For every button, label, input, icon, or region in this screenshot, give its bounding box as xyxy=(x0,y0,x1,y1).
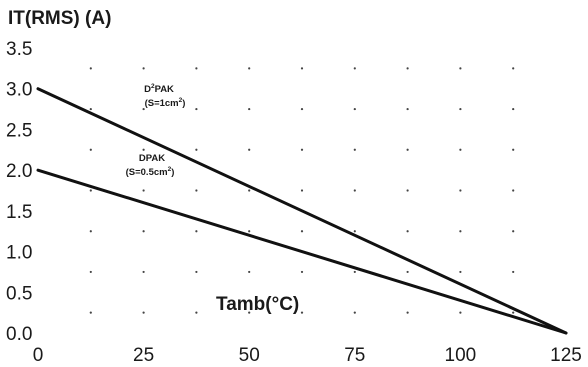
grid-dot xyxy=(300,270,304,274)
grid-dot xyxy=(89,67,92,70)
grid-dot xyxy=(459,270,462,274)
grid-dot xyxy=(89,270,92,274)
grid-dot xyxy=(89,189,92,192)
grid-dot xyxy=(459,148,462,151)
grid-dot xyxy=(353,270,356,274)
grid-dot xyxy=(142,189,145,192)
grid-dot xyxy=(142,67,145,70)
y-tick-labels: 0.0 0.5 1.0 1.5 2.0 2.5 3.0 3.5 xyxy=(6,39,32,345)
grid-dot xyxy=(459,311,462,314)
grid-dot xyxy=(142,230,145,233)
x-tick-label: 100 xyxy=(445,345,477,366)
grid-dot xyxy=(195,270,198,274)
grid-dot xyxy=(459,67,462,70)
y-tick-label: 1.5 xyxy=(6,202,32,223)
grid-dot xyxy=(406,67,409,70)
grid-dot xyxy=(248,270,251,274)
grid-dot xyxy=(248,67,251,70)
series-lines xyxy=(36,87,568,335)
x-tick-label: 75 xyxy=(344,345,365,366)
grid-dot xyxy=(353,67,356,70)
grid-dot xyxy=(300,311,304,314)
grid-dot xyxy=(512,148,515,151)
series-line-dpak xyxy=(36,168,568,335)
x-tick-label: 0 xyxy=(33,345,44,366)
grid-dot xyxy=(142,148,145,151)
y-tick-label: 0.0 xyxy=(6,324,32,345)
grid-dot xyxy=(195,230,198,233)
y-tick-label: 0.5 xyxy=(6,283,32,304)
x-tick-label: 25 xyxy=(133,345,154,366)
grid-dot xyxy=(459,107,462,111)
grid-dot xyxy=(195,189,198,192)
y-tick-label: 1.0 xyxy=(6,243,32,264)
grid-dot xyxy=(195,311,198,314)
grid-dot xyxy=(353,311,356,314)
grid-dot xyxy=(406,148,409,151)
grid-dot xyxy=(353,230,356,233)
grid-dot xyxy=(248,311,251,314)
grid-dot xyxy=(300,107,304,111)
grid-dot xyxy=(512,189,515,192)
grid-dot xyxy=(248,189,251,192)
series-line-d2pak xyxy=(36,87,568,335)
grid-dot xyxy=(512,107,515,111)
grid-dot xyxy=(300,230,304,233)
grid-dot xyxy=(406,107,409,111)
grid-dot xyxy=(300,189,304,192)
grid-dot xyxy=(406,189,409,192)
grid-dot xyxy=(89,148,92,151)
grid-dot xyxy=(353,107,356,111)
x-axis-label: Tamb(°C) xyxy=(216,294,299,315)
grid-dot xyxy=(512,311,515,314)
grid-dot xyxy=(353,189,356,192)
y-tick-label: 2.5 xyxy=(6,120,32,141)
grid-dot xyxy=(142,270,145,274)
grid-dot xyxy=(142,107,145,111)
grid-dot xyxy=(89,230,92,233)
grid-dot xyxy=(300,67,304,70)
grid-dot xyxy=(248,107,251,111)
grid-dots xyxy=(89,67,515,314)
grid-dot xyxy=(89,107,92,111)
y-tick-label: 3.0 xyxy=(6,80,32,101)
y-axis-label: IT(RMS) (A) xyxy=(8,8,111,29)
grid-dot xyxy=(248,148,251,151)
y-tick-label: 2.0 xyxy=(6,161,32,182)
grid-dot xyxy=(512,230,515,233)
grid-dot xyxy=(406,270,409,274)
grid-dot xyxy=(353,148,356,151)
x-tick-labels: 0 25 50 75 100 125 xyxy=(33,345,582,366)
grid-dot xyxy=(512,270,515,274)
grid-dot xyxy=(300,148,304,151)
series-label-d2pak-area: (S=1cm2) xyxy=(145,97,186,109)
grid-dot xyxy=(248,230,251,233)
grid-dot xyxy=(512,67,515,70)
grid-dot xyxy=(406,311,409,314)
x-tick-label: 125 xyxy=(550,345,582,366)
y-tick-label: 3.5 xyxy=(6,39,32,60)
grid-dot xyxy=(195,107,198,111)
grid-dot xyxy=(195,67,198,70)
grid-dot xyxy=(459,230,462,233)
grid-dot xyxy=(195,148,198,151)
grid-dot xyxy=(142,311,145,314)
grid-dot xyxy=(406,230,409,233)
grid-dot xyxy=(459,189,462,192)
grid-dot xyxy=(89,311,92,314)
series-label-d2pak: D2PAK xyxy=(144,83,174,95)
series-label-dpak-area: (S=0.5cm2) xyxy=(126,166,175,178)
x-tick-label: 50 xyxy=(239,345,260,366)
series-label-dpak: DPAK xyxy=(139,153,165,164)
